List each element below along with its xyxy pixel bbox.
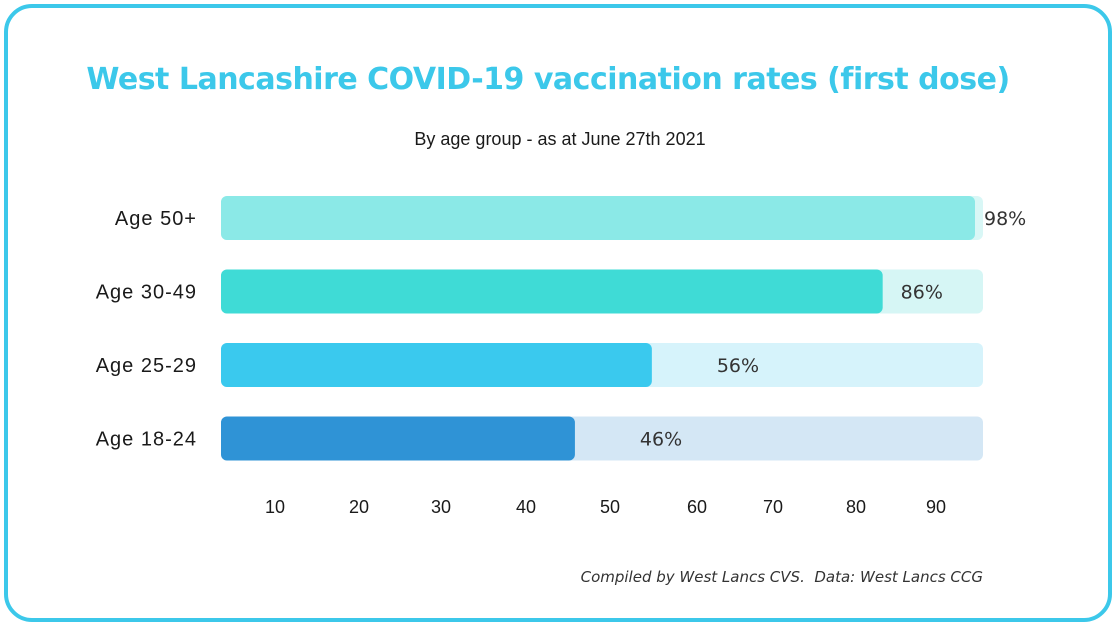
x-tick-label: 50 — [600, 497, 620, 517]
x-tick-label: 90 — [926, 497, 946, 517]
chart-footnote: Compiled by West Lancs CVS. Data: West L… — [580, 568, 983, 586]
category-label: Age 25-29 — [96, 355, 197, 377]
value-label: 98% — [984, 208, 1026, 230]
x-tick-label: 60 — [687, 497, 707, 517]
bar — [221, 196, 975, 240]
value-label: 56% — [717, 355, 759, 377]
x-tick-label: 30 — [431, 497, 451, 517]
x-tick-label: 20 — [349, 497, 369, 517]
x-tick-label: 10 — [265, 497, 285, 517]
bar — [221, 269, 883, 314]
x-tick-label: 70 — [763, 497, 783, 517]
category-label: Age 18-24 — [96, 429, 197, 451]
chart-title: West Lancashire COVID-19 vaccination rat… — [86, 62, 1010, 97]
x-tick-label: 80 — [846, 497, 866, 517]
bar — [221, 343, 652, 387]
value-label: 86% — [901, 282, 943, 304]
category-label: Age 30-49 — [96, 282, 197, 304]
chart-subtitle: By age group - as at June 27th 2021 — [414, 129, 706, 149]
category-label: Age 50+ — [115, 208, 197, 230]
x-tick-label: 40 — [516, 497, 536, 517]
bar — [221, 416, 575, 461]
value-label: 46% — [640, 429, 682, 451]
